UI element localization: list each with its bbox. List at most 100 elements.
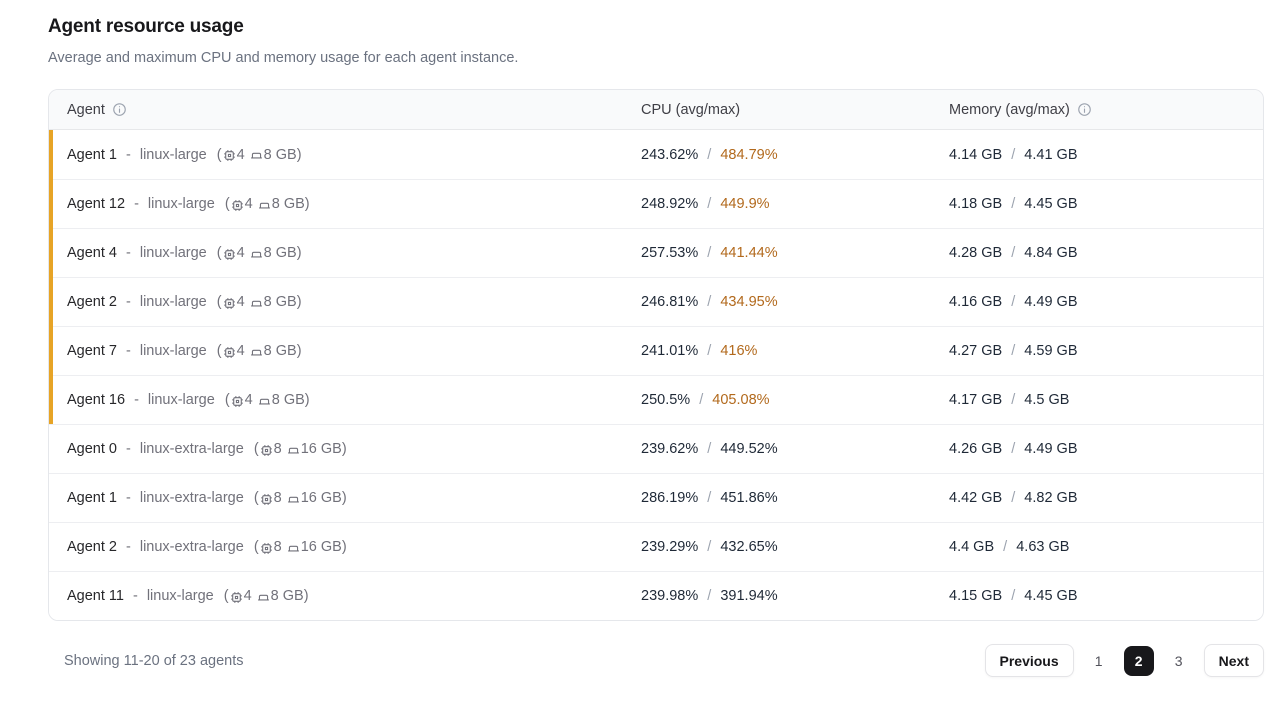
- page: Agent resource usage Average and maximum…: [48, 16, 1264, 677]
- memory-max-value: 4.45 GB: [1024, 588, 1078, 604]
- paren-open: (: [253, 441, 259, 457]
- paren-open: (: [224, 196, 230, 212]
- paren-open: (: [216, 294, 222, 310]
- memory-icon: [250, 248, 263, 261]
- table-row[interactable]: Agent 2 - linux-extra-large ( 8 16 GB ): [49, 522, 1263, 571]
- slash-separator: /: [1011, 588, 1016, 604]
- agent-cpu-count: 4: [236, 146, 245, 163]
- agent-cpu-count: 4: [244, 196, 253, 212]
- table-row[interactable]: Agent 16 - linux-large ( 4 8 GB ): [49, 375, 1263, 424]
- paren-open: (: [216, 245, 222, 261]
- cpu-avg-value: 250.5%: [641, 392, 691, 408]
- memory-avg-value: 4.16 GB: [949, 294, 1003, 310]
- cpu-usage-cell: 239.62% / 449.52%: [641, 441, 949, 457]
- page-button-1[interactable]: 1: [1084, 646, 1114, 676]
- cpu-avg-value: 246.81%: [641, 294, 699, 310]
- agent-cell: Agent 4 - linux-large ( 4 8 GB ): [67, 245, 641, 261]
- cpu-avg-value: 241.01%: [641, 343, 699, 359]
- cpu-avg-value: 239.98%: [641, 588, 699, 604]
- table-row[interactable]: Agent 1 - linux-large ( 4 8 GB ): [49, 130, 1263, 179]
- cpu-max-value: 405.08%: [712, 392, 770, 408]
- table-row[interactable]: Agent 12 - linux-large ( 4 8 GB ): [49, 179, 1263, 228]
- paren-close: ): [304, 196, 310, 212]
- cpu-max-value: 416%: [720, 343, 758, 359]
- paren-open: (: [253, 490, 259, 506]
- memory-max-value: 4.82 GB: [1024, 490, 1078, 506]
- cpu-avg-value: 239.29%: [641, 539, 699, 555]
- agent-name: Agent 7: [67, 343, 117, 359]
- agent-cell: Agent 2 - linux-large ( 4 8 GB ): [67, 294, 641, 310]
- cpu-chip-icon: [260, 542, 273, 555]
- agents-table: Agent CPU (avg/max) Memory (avg/max): [48, 89, 1264, 621]
- slash-separator: /: [699, 392, 704, 408]
- agent-name: Agent 4: [67, 245, 117, 261]
- memory-avg-value: 4.26 GB: [949, 441, 1003, 457]
- agent-memory-size: 8 GB: [263, 146, 297, 163]
- cpu-max-value: 449.52%: [720, 441, 778, 457]
- cpu-chip-icon: [223, 149, 236, 162]
- memory-max-value: 4.45 GB: [1024, 196, 1078, 212]
- paren-close: ): [296, 294, 302, 310]
- showing-count: Showing 11-20 of 23 agents: [64, 652, 244, 669]
- memory-icon: [258, 199, 271, 212]
- info-icon[interactable]: [1077, 102, 1092, 117]
- agent-machine-type: linux-large: [147, 196, 215, 212]
- paren-close: ): [296, 146, 302, 163]
- slash-separator: /: [707, 146, 712, 163]
- table-row[interactable]: Agent 1 - linux-extra-large ( 8 16 GB ): [49, 473, 1263, 522]
- slash-separator: /: [707, 490, 712, 506]
- page-button-3[interactable]: 3: [1164, 646, 1194, 676]
- agent-column-label: Agent: [67, 101, 105, 118]
- table-row[interactable]: Agent 2 - linux-large ( 4 8 GB ): [49, 277, 1263, 326]
- table-row[interactable]: Agent 11 - linux-large ( 4 8 GB ): [49, 571, 1263, 620]
- column-header-cpu: CPU (avg/max): [641, 102, 949, 118]
- memory-usage-cell: 4.14 GB / 4.41 GB: [949, 147, 1263, 163]
- cpu-usage-cell: 286.19% / 451.86%: [641, 490, 949, 506]
- agent-cell: Agent 11 - linux-large ( 4 8 GB ): [67, 588, 641, 604]
- separator: -: [134, 196, 139, 212]
- agent-cpu-count: 8: [273, 539, 282, 555]
- agent-cell: Agent 16 - linux-large ( 4 8 GB ): [67, 392, 641, 408]
- cpu-avg-value: 257.53%: [641, 245, 699, 261]
- slash-separator: /: [707, 588, 712, 604]
- agent-cell: Agent 2 - linux-extra-large ( 8 16 GB ): [67, 539, 641, 555]
- agent-cell: Agent 12 - linux-large ( 4 8 GB ): [67, 196, 641, 212]
- slash-separator: /: [707, 539, 712, 555]
- paren-open: (: [224, 392, 230, 408]
- previous-button[interactable]: Previous: [984, 644, 1074, 677]
- agent-name: Agent 1: [67, 146, 117, 163]
- cpu-avg-value: 239.62%: [641, 441, 699, 457]
- memory-max-value: 4.63 GB: [1016, 539, 1070, 555]
- memory-icon: [258, 395, 271, 408]
- page-subtitle: Average and maximum CPU and memory usage…: [48, 50, 519, 66]
- table-row[interactable]: Agent 4 - linux-large ( 4 8 GB ): [49, 228, 1263, 277]
- slash-separator: /: [1011, 196, 1016, 212]
- memory-avg-value: 4.4 GB: [949, 539, 995, 555]
- cpu-max-value: 441.44%: [720, 245, 778, 261]
- separator: -: [134, 392, 139, 408]
- slash-separator: /: [707, 441, 712, 457]
- table-footer: Showing 11-20 of 23 agents Previous 1 2 …: [48, 644, 1264, 677]
- cpu-max-value: 434.95%: [720, 294, 778, 310]
- table-row[interactable]: Agent 7 - linux-large ( 4 8 GB ): [49, 326, 1263, 375]
- cpu-chip-icon: [230, 591, 243, 604]
- cpu-max-value: 451.86%: [720, 490, 778, 506]
- memory-max-value: 4.84 GB: [1024, 245, 1078, 261]
- info-icon[interactable]: [112, 102, 127, 117]
- cpu-usage-cell: 241.01% / 416%: [641, 343, 949, 359]
- slash-separator: /: [1011, 146, 1016, 163]
- slash-separator: /: [1011, 392, 1016, 408]
- slash-separator: /: [1011, 343, 1016, 359]
- memory-max-value: 4.49 GB: [1024, 441, 1078, 457]
- page-button-2[interactable]: 2: [1123, 645, 1154, 676]
- table-row[interactable]: Agent 0 - linux-extra-large ( 8 16 GB ): [49, 424, 1263, 473]
- agent-machine-type: linux-large: [139, 146, 207, 163]
- cpu-usage-cell: 239.98% / 391.94%: [641, 588, 949, 604]
- agent-memory-size: 16 GB: [300, 539, 342, 555]
- agent-memory-size: 8 GB: [270, 588, 304, 604]
- agent-cpu-count: 4: [236, 245, 245, 261]
- memory-avg-value: 4.27 GB: [949, 343, 1003, 359]
- memory-usage-cell: 4.18 GB / 4.45 GB: [949, 196, 1263, 212]
- memory-usage-cell: 4.42 GB / 4.82 GB: [949, 490, 1263, 506]
- next-button[interactable]: Next: [1203, 644, 1264, 677]
